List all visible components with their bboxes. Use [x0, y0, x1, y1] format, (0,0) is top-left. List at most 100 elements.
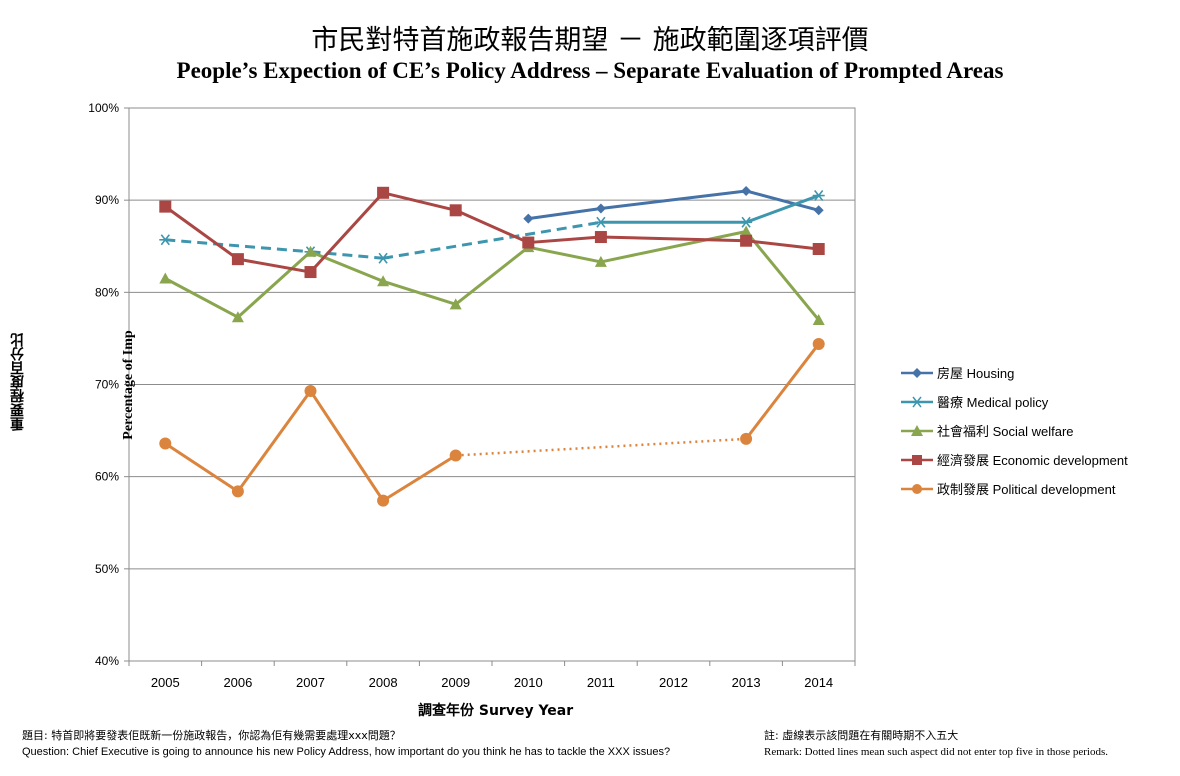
series-line-segment — [164, 277, 239, 319]
data-point-triangle — [740, 225, 753, 237]
data-point-triangle — [812, 313, 825, 325]
series-line-segment — [745, 189, 820, 212]
x-tick-label: 2010 — [514, 675, 543, 690]
data-point-circle — [304, 384, 317, 397]
series-line-segment — [528, 245, 602, 264]
y-axis-label-en: Percentage of Imp — [121, 330, 136, 440]
data-point-square — [449, 204, 462, 217]
legend-label: 醫療 Medical policy — [937, 395, 1049, 410]
legend-label: 政制發展 Political development — [937, 482, 1116, 497]
data-point-diamond — [813, 205, 824, 216]
y-tick-label: 80% — [95, 285, 119, 299]
series-line-segment — [528, 235, 602, 245]
series-line-segment — [165, 238, 311, 254]
y-tick-label: 40% — [95, 654, 119, 668]
data-point-triangle — [304, 245, 317, 257]
x-tick-label: 2012 — [659, 675, 688, 690]
x-tick-label: 2005 — [151, 675, 180, 690]
data-point-square — [812, 243, 825, 256]
series-line-segment — [600, 189, 747, 210]
legend-swatch — [901, 483, 933, 494]
data-point-diamond — [741, 185, 752, 196]
data-point-asterisk — [740, 216, 753, 228]
legend-swatch — [901, 396, 933, 407]
data-point-diamond — [523, 213, 534, 224]
legend-item: 房屋 Housing — [900, 358, 1128, 387]
x-tick-label: 2008 — [369, 675, 398, 690]
series-line-segment — [455, 437, 747, 457]
x-tick-label: 2014 — [804, 675, 833, 690]
data-point-square — [740, 234, 753, 247]
series-line-segment — [454, 245, 530, 306]
data-point-square — [304, 266, 317, 279]
data-point-circle — [449, 449, 462, 462]
legend-item: 社會福利 Social welfare — [900, 416, 1128, 445]
series-line-segment — [309, 390, 385, 502]
x-tick-label: 2007 — [296, 675, 325, 690]
legend-swatch — [901, 367, 933, 378]
series-line-segment — [382, 191, 457, 212]
question-en: Question: Chief Executive is going to an… — [22, 746, 671, 758]
series-line-segment — [382, 279, 457, 306]
data-point-triangle — [449, 298, 462, 310]
series-line-segment — [528, 206, 602, 221]
data-point-circle — [740, 432, 753, 445]
x-axis-label: 調查年份 Survey Year — [418, 703, 574, 719]
y-axis-label-zh: 重要程度百分比 — [10, 333, 26, 431]
chart-title-en: People’s Expection of CE’s Policy Addres… — [176, 58, 1004, 83]
data-point-diamond — [595, 203, 606, 214]
data-point-asterisk — [594, 216, 607, 228]
data-point-triangle — [377, 275, 390, 287]
series-line-segment — [237, 257, 311, 274]
data-point-square — [377, 186, 390, 199]
y-tick-label: 90% — [95, 193, 119, 207]
legend-label: 經濟發展 Economic development — [937, 453, 1128, 468]
chart-legend: 房屋 Housing 醫療 Medical policy 社會福利 Social w… — [900, 358, 1128, 503]
y-tick-label: 70% — [95, 378, 119, 392]
series-line-segment — [236, 390, 312, 493]
series-line-segment — [745, 239, 819, 251]
data-point-circle — [159, 437, 172, 450]
legend-item: 醫療 Medical policy — [900, 387, 1128, 416]
series-line-segment — [745, 194, 820, 224]
data-point-asterisk — [812, 190, 825, 202]
series-line-segment — [382, 454, 457, 502]
series-line-segment — [744, 230, 820, 321]
data-point-square — [159, 200, 172, 213]
question-zh: 題目: 特首即將要發表佢既新一份施政報告，你認為佢有幾需要處理xxx問題？ — [22, 729, 401, 742]
data-point-square — [522, 236, 535, 249]
data-point-triangle — [594, 255, 607, 267]
data-point-circle — [377, 494, 390, 507]
legend-label: 房屋 Housing — [937, 366, 1015, 381]
y-tick-label: 50% — [95, 562, 119, 576]
x-tick-label: 2006 — [223, 675, 252, 690]
x-tick-label: 2011 — [587, 675, 615, 690]
series-line-segment — [164, 205, 239, 261]
series-line-segment — [455, 208, 529, 244]
series-line-segment — [382, 220, 602, 260]
y-tick-label: 60% — [95, 470, 119, 484]
data-point-asterisk — [377, 252, 390, 264]
remark-en: Remark: Dotted lines mean such aspect di… — [764, 746, 1108, 758]
remark-zh: 註: 虛線表示該問題在有關時期不入五大 — [764, 729, 959, 742]
data-point-square — [594, 231, 607, 244]
legend-item: 經濟發展 Economic development — [900, 445, 1128, 474]
chart-title-zh: 市民對特首施政報告期望 － 施政範圍逐項評價 — [311, 25, 869, 56]
data-point-triangle — [231, 311, 244, 323]
series-line-segment — [236, 250, 312, 319]
series-line-segment — [164, 442, 239, 493]
data-point-square — [231, 253, 244, 266]
series-line-segment — [600, 235, 747, 243]
y-tick-label: 100% — [88, 101, 119, 115]
series-line-segment — [310, 250, 384, 260]
series-line-segment — [309, 191, 385, 274]
data-point-circle — [231, 485, 244, 498]
data-point-triangle — [159, 272, 172, 284]
x-tick-label: 2013 — [732, 675, 761, 690]
series-line-segment — [744, 343, 820, 440]
x-tick-label: 2009 — [441, 675, 470, 690]
series-line-segment — [600, 230, 747, 264]
legend-label: 社會福利 Social welfare — [937, 424, 1074, 439]
data-point-asterisk — [159, 234, 172, 246]
